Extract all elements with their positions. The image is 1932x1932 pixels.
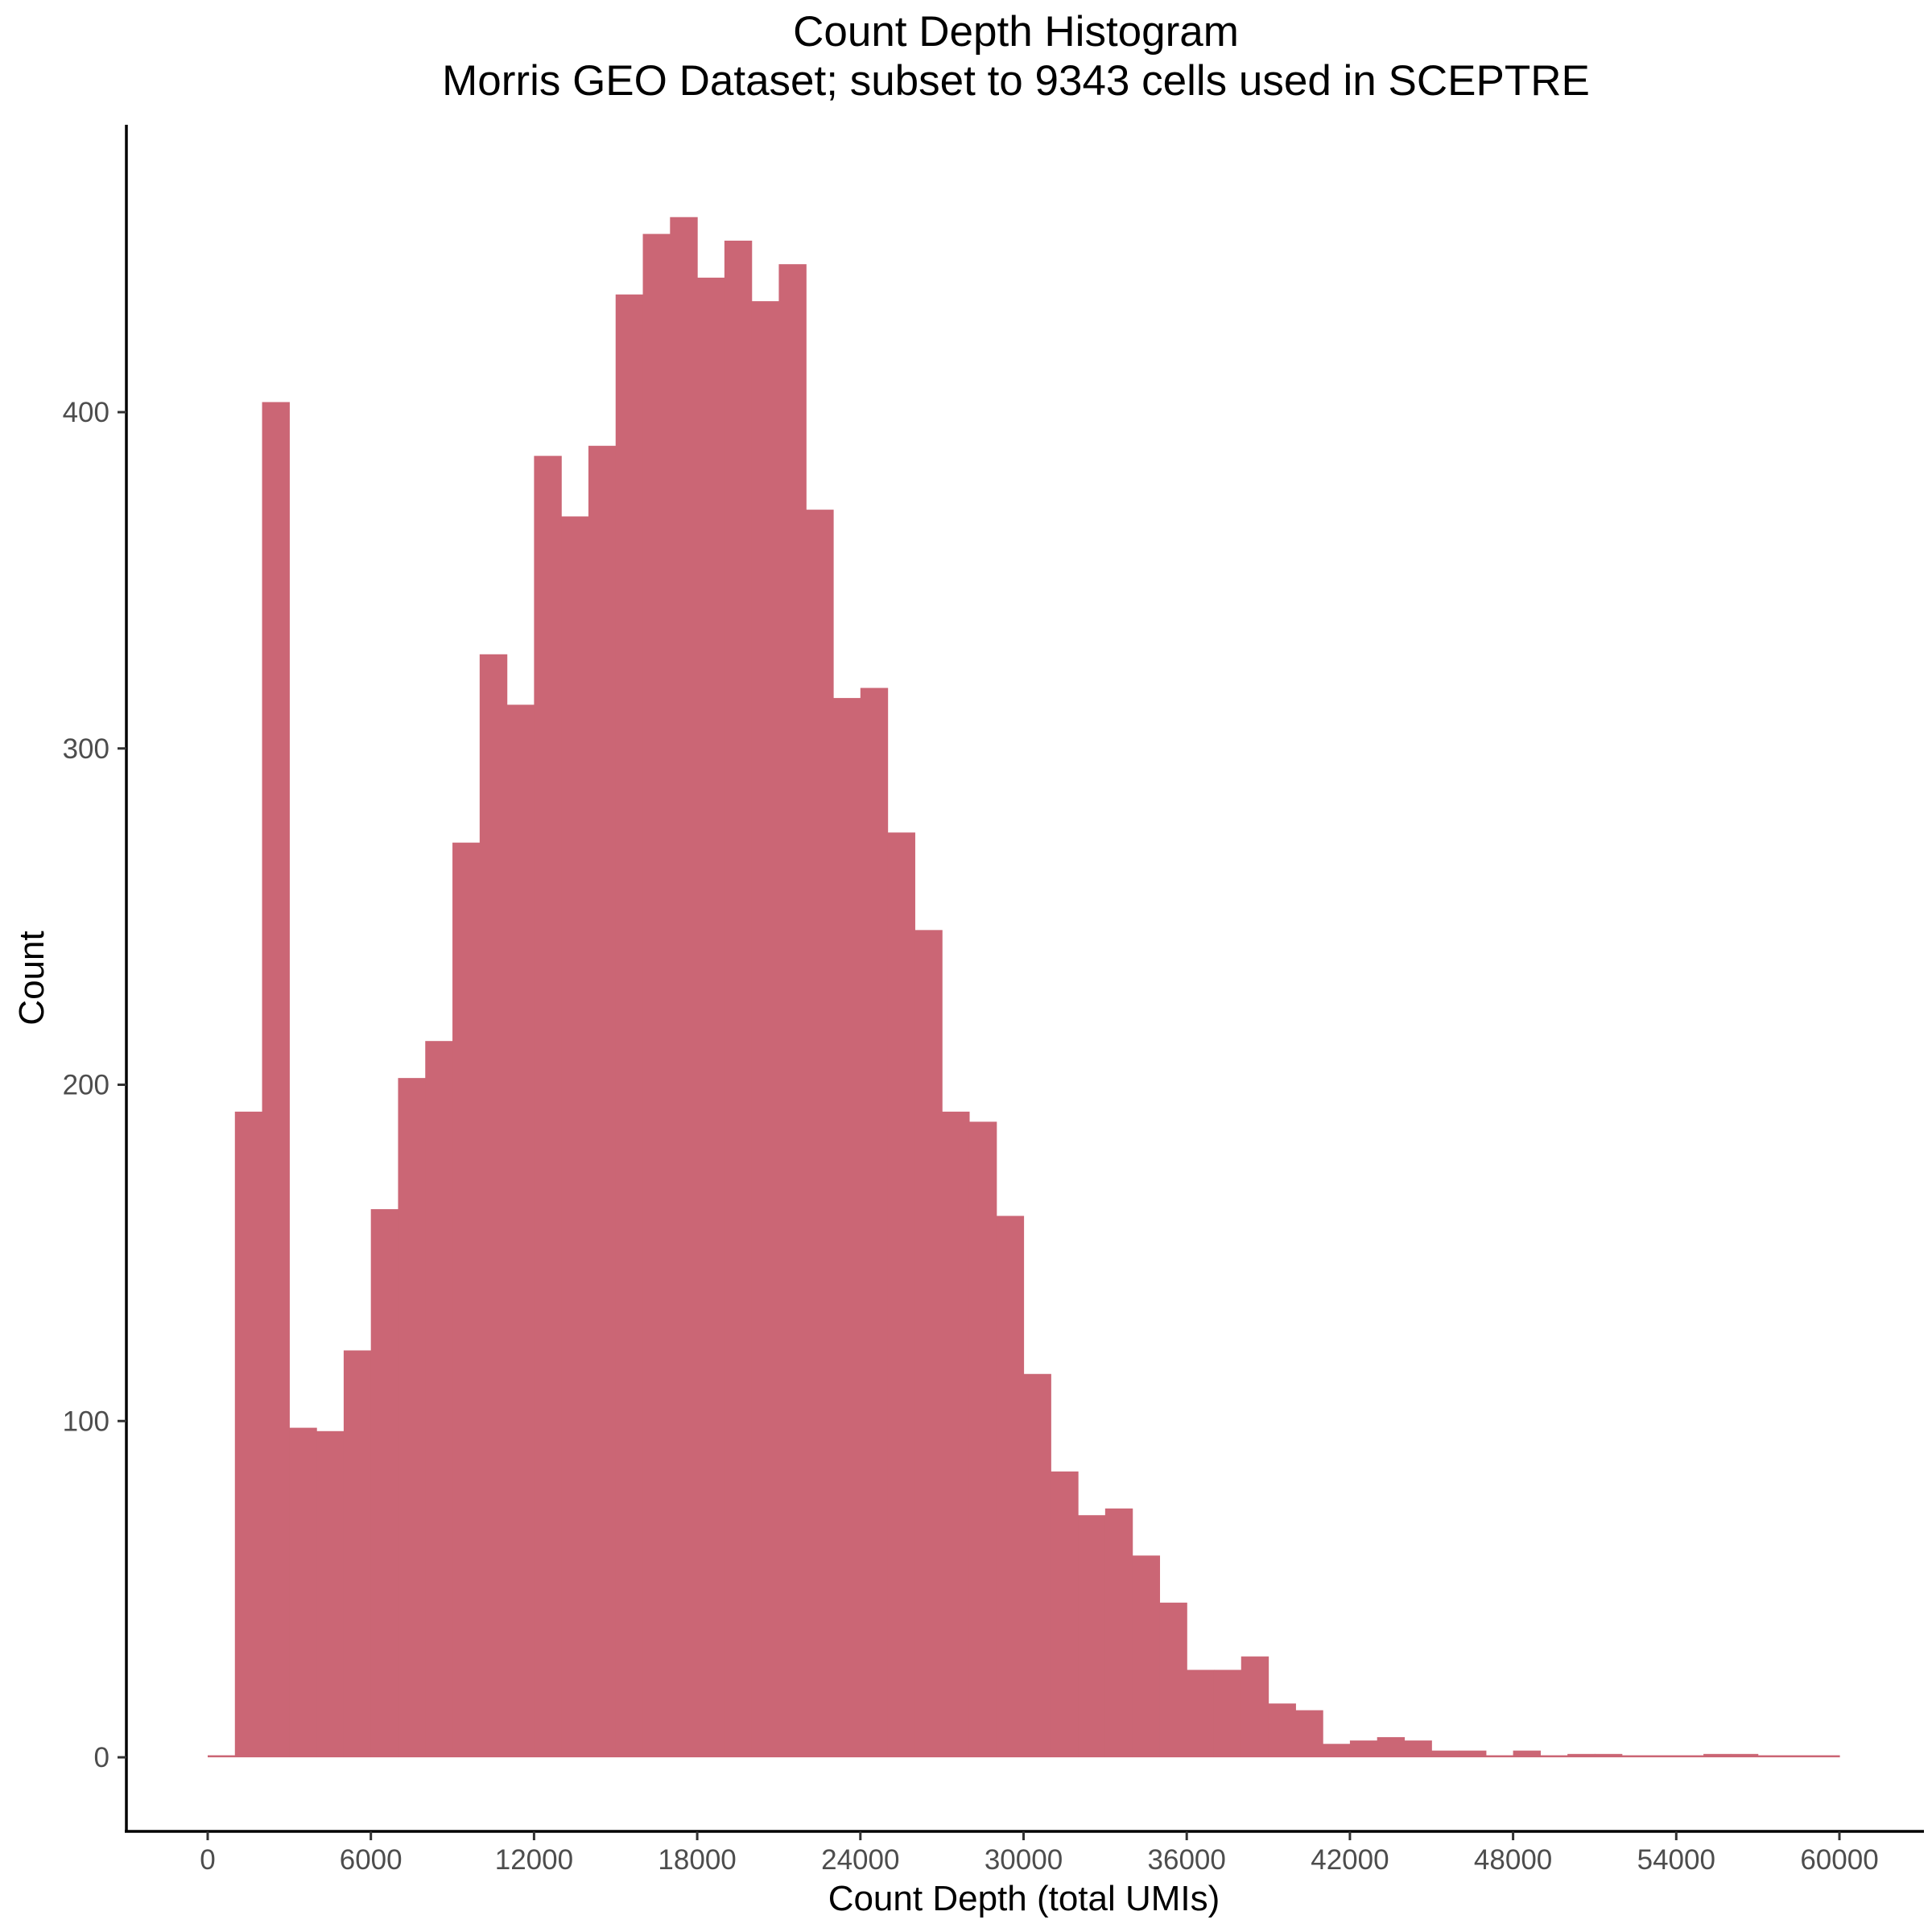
histogram-bar (506, 704, 535, 1757)
histogram-bar (1051, 1471, 1079, 1757)
x-tick-label: 24000 (821, 1844, 899, 1876)
histogram-bar (615, 294, 644, 1758)
histogram-bar (1540, 1755, 1568, 1757)
histogram-bars (208, 217, 1840, 1758)
y-tick-label: 100 (63, 1406, 109, 1437)
histogram-bar (1485, 1755, 1514, 1757)
histogram-bar (751, 301, 780, 1758)
histogram-bar (778, 264, 807, 1758)
histogram-bar (642, 233, 671, 1757)
histogram-bar (1295, 1710, 1323, 1757)
histogram-bar (1023, 1373, 1051, 1757)
histogram-bar (534, 456, 562, 1757)
x-axis-ticks: 0 6000 12000 18000 24000 30000 36000 42000 48000… (200, 1831, 1879, 1876)
histogram-bar (289, 1427, 317, 1757)
histogram-bar (1404, 1740, 1432, 1757)
y-axis-ticks: 0 100 200 300 400 (63, 397, 126, 1773)
x-tick-label: 6000 (340, 1844, 402, 1876)
histogram-bar (833, 698, 861, 1757)
y-axis-title: Count (12, 931, 52, 1025)
x-tick-label: 54000 (1637, 1844, 1715, 1876)
histogram-bar (370, 1209, 399, 1757)
histogram-bar (398, 1078, 426, 1757)
histogram-bar (887, 832, 915, 1757)
histogram-bar (1812, 1755, 1840, 1757)
histogram-bar (860, 687, 889, 1758)
histogram-bar (262, 402, 290, 1757)
histogram-bar (425, 1041, 453, 1757)
histogram-bar (1513, 1750, 1541, 1757)
histogram-bar (1104, 1508, 1133, 1757)
y-tick-label: 300 (63, 733, 109, 765)
x-tick-label: 42000 (1311, 1844, 1389, 1876)
histogram-bar (479, 654, 508, 1757)
histogram-bar (1594, 1753, 1623, 1757)
y-tick-label: 0 (94, 1742, 109, 1773)
x-tick-label: 30000 (985, 1844, 1063, 1876)
histogram-bar (1078, 1515, 1106, 1757)
y-tick-label: 200 (63, 1070, 109, 1101)
histogram-bar (806, 510, 834, 1758)
histogram-bar (234, 1111, 263, 1757)
x-tick-label: 0 (200, 1844, 215, 1876)
histogram-bar (1431, 1750, 1459, 1757)
histogram-bar (1187, 1670, 1215, 1757)
histogram-bar (208, 1755, 236, 1757)
x-tick-label: 48000 (1474, 1844, 1552, 1876)
histogram-bar (1159, 1602, 1187, 1757)
x-tick-label: 12000 (495, 1844, 573, 1876)
histogram-bar (1377, 1736, 1406, 1757)
histogram-bar (1621, 1755, 1650, 1757)
histogram-bar (588, 445, 617, 1757)
histogram-bar (942, 1111, 970, 1757)
histogram-bar (996, 1216, 1025, 1757)
histogram-bar (316, 1430, 345, 1757)
histogram-bar (1349, 1740, 1378, 1757)
x-tick-label: 60000 (1800, 1844, 1878, 1876)
histogram-bar (1676, 1755, 1704, 1757)
histogram-bar (1703, 1753, 1732, 1757)
histogram-bar (1730, 1753, 1759, 1757)
histogram-bar (914, 930, 943, 1757)
histogram-bar (1785, 1755, 1813, 1757)
histogram-bar (1567, 1753, 1596, 1757)
histogram-bar (1649, 1755, 1677, 1757)
histogram-bar (1268, 1703, 1296, 1757)
histogram-bar (724, 240, 753, 1757)
histogram-bar (561, 516, 589, 1758)
histogram-bar (697, 277, 725, 1757)
y-tick-label: 400 (63, 397, 109, 428)
histogram-bar (1323, 1744, 1351, 1757)
histogram-bar (452, 842, 481, 1757)
x-tick-label: 36000 (1148, 1844, 1226, 1876)
x-tick-label: 18000 (658, 1844, 736, 1876)
histogram-bar (1459, 1750, 1487, 1757)
histogram-bar (1241, 1656, 1269, 1757)
chart-subtitle: Morris GEO Dataset; subset to 9343 cells… (442, 57, 1590, 105)
histogram-bar (1132, 1555, 1161, 1757)
chart-title: Count Depth Histogram (793, 8, 1239, 56)
histogram-bar (670, 217, 698, 1758)
histogram-bar (1213, 1670, 1242, 1757)
histogram-bar (968, 1121, 997, 1757)
histogram-bar (343, 1350, 372, 1757)
x-axis-title: Count Depth (total UMIs) (828, 1879, 1220, 1918)
histogram-bar (1757, 1755, 1786, 1757)
